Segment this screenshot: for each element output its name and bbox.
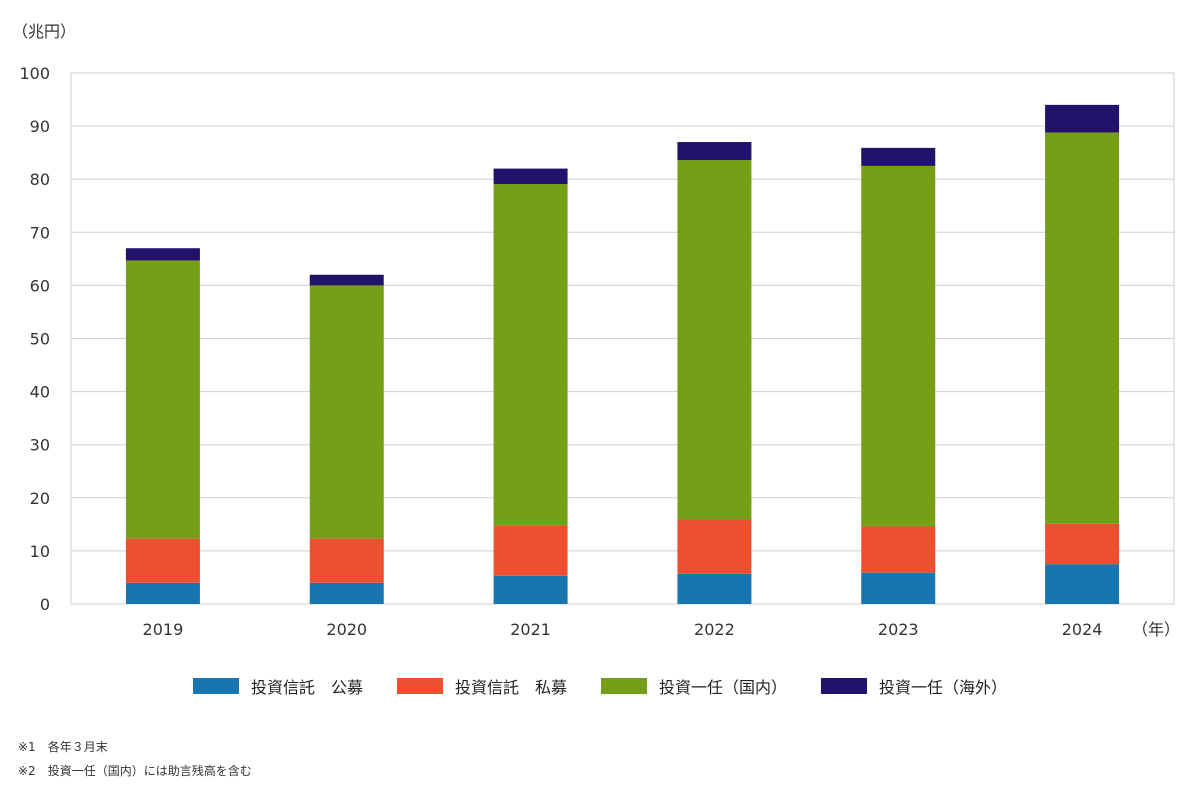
y-axis-ticks: 0 10 20 30 40 50 60 70 80 90 100: [19, 64, 50, 614]
bar-segment-2020-3: [309, 274, 384, 286]
x-axis-unit-label: （年）: [1132, 620, 1180, 639]
bar-segment-2023-2: [861, 165, 936, 527]
bar-segment-2023-3: [861, 147, 936, 166]
y-axis-unit-label: （兆円）: [12, 22, 76, 41]
gridlines: [70, 72, 1175, 605]
bar-segment-2022-1: [677, 519, 752, 574]
footnote-1: ※1 各年３月末: [18, 740, 108, 754]
y-tick-label: 60: [30, 276, 50, 295]
y-tick-label: 70: [30, 223, 50, 242]
legend-swatch: [192, 678, 239, 694]
legend-item-private-trust: 投資信託 私募: [396, 674, 567, 698]
bar-segment-2024-3: [1045, 104, 1120, 133]
y-tick-label: 80: [30, 170, 50, 189]
x-tick-label: 2022: [694, 620, 735, 639]
bar-segment-2022-2: [677, 160, 752, 520]
bar-segment-2023-0: [861, 572, 936, 604]
legend-swatch: [396, 678, 443, 694]
legend-label: 投資信託 公募: [250, 678, 363, 697]
bar-segment-2019-1: [125, 538, 200, 583]
bar-segment-2021-3: [493, 168, 568, 184]
bar-segment-2021-0: [493, 575, 568, 604]
legend-item-discretionary-domestic: 投資一任（国内）: [601, 674, 787, 698]
y-tick-label: 90: [30, 117, 50, 136]
y-tick-label: 10: [30, 542, 50, 561]
footnote-2: ※2 投資一任（国内）には助言残高を含む: [18, 764, 252, 778]
bar-segment-2020-1: [309, 538, 384, 583]
x-tick-label: 2019: [143, 620, 184, 639]
y-tick-label: 100: [19, 64, 50, 83]
bar-segment-2021-2: [493, 183, 568, 526]
x-tick-label: 2024: [1062, 620, 1103, 639]
x-tick-label: 2021: [510, 620, 551, 639]
bar-segment-2020-2: [309, 285, 384, 539]
bar-segment-2020-0: [309, 582, 384, 604]
bar-segment-2024-0: [1045, 564, 1120, 604]
legend-label: 投資信託 私募: [454, 678, 567, 697]
y-tick-label: 40: [30, 383, 50, 402]
bar-segment-2021-1: [493, 525, 568, 576]
legend-swatch: [601, 678, 647, 694]
bar-segment-2023-1: [861, 526, 936, 573]
bar-segment-2024-2: [1045, 132, 1120, 524]
y-tick-label: 0: [40, 595, 50, 614]
y-tick-label: 20: [30, 489, 50, 508]
legend-item-public-trust: 投資信託 公募: [192, 674, 363, 698]
legend: 投資信託 公募 投資信託 私募 投資一任（国内） 投資一任（海外）: [0, 674, 1200, 698]
bar-segment-2024-1: [1045, 523, 1120, 565]
bar-segment-2022-3: [677, 142, 752, 161]
y-tick-label: 30: [30, 436, 50, 455]
bar-segment-2019-2: [125, 260, 200, 539]
bars: [125, 104, 1120, 604]
legend-label: 投資一任（海外）: [879, 678, 1008, 697]
plot-frame: [70, 72, 1175, 605]
x-axis-ticks: 2019 2020 2021 2022 2023 2024: [143, 620, 1103, 639]
bar-segment-2019-3: [125, 248, 200, 261]
legend-item-discretionary-overseas: 投資一任（海外）: [821, 674, 1007, 698]
bar-segment-2022-0: [677, 573, 752, 604]
legend-label: 投資一任（国内）: [659, 678, 788, 697]
bar-segment-2019-0: [125, 582, 200, 604]
legend-swatch: [821, 678, 868, 694]
x-tick-label: 2023: [878, 620, 919, 639]
y-tick-label: 50: [30, 330, 50, 349]
x-tick-label: 2020: [326, 620, 367, 639]
